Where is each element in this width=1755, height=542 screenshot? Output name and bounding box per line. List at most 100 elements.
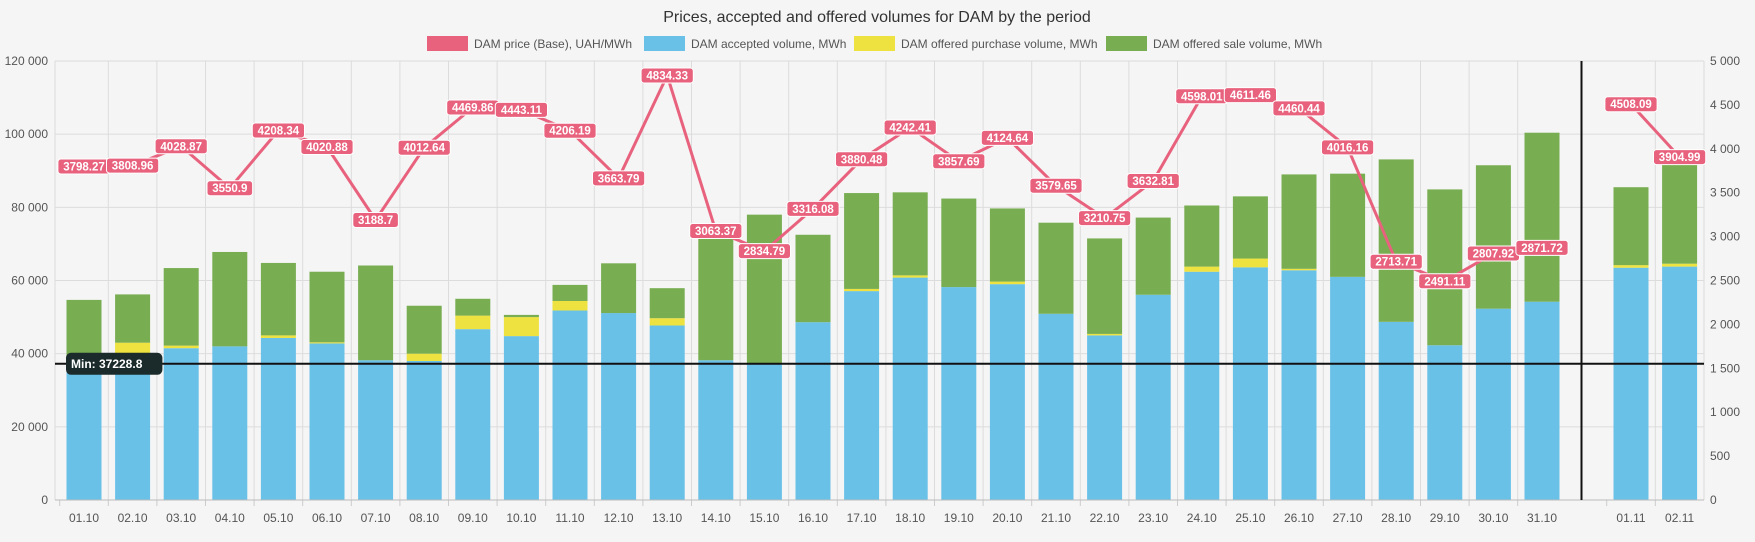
purchase-bar[interactable]: [260, 335, 296, 338]
purchase-bar[interactable]: [552, 300, 588, 311]
sale-bar[interactable]: [1038, 222, 1074, 314]
sale-bar[interactable]: [1232, 196, 1268, 259]
sale-bar[interactable]: [455, 298, 491, 316]
accepted-bar[interactable]: [503, 336, 539, 500]
sale-bar[interactable]: [163, 268, 199, 346]
accepted-bar[interactable]: [1087, 335, 1123, 500]
accepted-bar[interactable]: [163, 348, 199, 500]
legend-item[interactable]: DAM accepted volume, MWh: [644, 36, 846, 51]
purchase-bar[interactable]: [989, 281, 1025, 285]
accepted-bar[interactable]: [698, 360, 734, 500]
accepted-bar[interactable]: [1378, 321, 1414, 500]
sale-bar[interactable]: [1184, 205, 1220, 267]
price-line-path[interactable]: [1629, 103, 1681, 159]
accepted-bar[interactable]: [1281, 270, 1317, 500]
accepted-bar[interactable]: [455, 329, 491, 500]
sale-bar[interactable]: [1613, 187, 1649, 266]
purchase-bar[interactable]: [892, 275, 928, 278]
accepted-bar[interactable]: [309, 343, 345, 500]
sale-bar[interactable]: [1475, 165, 1511, 309]
sale-bar[interactable]: [795, 234, 831, 323]
accepted-bar[interactable]: [66, 363, 102, 500]
legend-label: DAM accepted volume, MWh: [691, 37, 846, 51]
sale-bar[interactable]: [1087, 238, 1123, 334]
accepted-bar[interactable]: [844, 291, 880, 500]
sale-bar[interactable]: [601, 263, 637, 314]
accepted-bar[interactable]: [212, 346, 248, 500]
accepted-bar[interactable]: [115, 359, 151, 500]
sale-bar[interactable]: [309, 271, 345, 343]
accepted-bar[interactable]: [941, 287, 977, 500]
price-data-label: 3063.37: [689, 223, 743, 240]
purchase-bar[interactable]: [1184, 266, 1220, 272]
legend[interactable]: DAM price (Base), UAH/MWh DAM accepted vo…: [427, 36, 1322, 51]
bars[interactable]: [66, 132, 1698, 500]
purchase-bar[interactable]: [844, 288, 880, 292]
sale-bar[interactable]: [1135, 217, 1171, 295]
purchase-bar[interactable]: [1662, 263, 1698, 267]
sale-bar[interactable]: [358, 265, 394, 361]
sale-bar[interactable]: [1330, 173, 1366, 277]
sale-bar[interactable]: [698, 235, 734, 361]
accepted-bar[interactable]: [358, 360, 394, 500]
accepted-bar[interactable]: [1427, 345, 1463, 500]
sale-bar[interactable]: [115, 294, 151, 343]
sale-bar[interactable]: [941, 198, 977, 288]
sale-bar[interactable]: [1662, 161, 1698, 264]
purchase-bar[interactable]: [503, 317, 539, 337]
y-right-tick-label: 500: [1710, 449, 1730, 463]
purchase-bar[interactable]: [1281, 268, 1317, 271]
sale-bar[interactable]: [260, 262, 296, 336]
sale-bar[interactable]: [746, 214, 782, 364]
legend-item[interactable]: DAM offered purchase volume, MWh: [854, 36, 1098, 51]
purchase-bar[interactable]: [406, 353, 442, 361]
purchase-bar[interactable]: [163, 345, 199, 349]
price-label-text: 3188.7: [358, 215, 393, 227]
sale-bar[interactable]: [1378, 159, 1414, 322]
accepted-bar[interactable]: [1330, 276, 1366, 500]
accepted-bar[interactable]: [260, 337, 296, 500]
purchase-bar[interactable]: [1087, 333, 1123, 336]
purchase-bar[interactable]: [649, 318, 685, 326]
price-data-label: 2713.71: [1369, 253, 1423, 270]
accepted-bar[interactable]: [1135, 294, 1171, 500]
sale-bar[interactable]: [1524, 132, 1560, 302]
accepted-bar[interactable]: [1613, 267, 1649, 500]
y-left-tick-label: 60 000: [11, 274, 48, 288]
sale-bar[interactable]: [503, 314, 539, 318]
sale-bar[interactable]: [552, 284, 588, 301]
sale-bar[interactable]: [1281, 174, 1317, 269]
price-data-label: 4020.88: [300, 138, 354, 155]
legend-item[interactable]: DAM price (Base), UAH/MWh: [427, 36, 632, 51]
accepted-bar[interactable]: [601, 313, 637, 500]
sale-bar[interactable]: [989, 208, 1025, 282]
price-label-text: 3316.08: [792, 204, 834, 216]
accepted-bar[interactable]: [1524, 301, 1560, 500]
accepted-bar[interactable]: [649, 325, 685, 500]
accepted-bar[interactable]: [406, 360, 442, 500]
sale-bar[interactable]: [892, 192, 928, 276]
sale-bar[interactable]: [1427, 189, 1463, 346]
accepted-bar[interactable]: [746, 363, 782, 500]
legend-item[interactable]: DAM offered sale volume, MWh: [1106, 36, 1322, 51]
accepted-bar[interactable]: [1184, 271, 1220, 500]
accepted-bar[interactable]: [892, 277, 928, 500]
accepted-bar[interactable]: [1662, 266, 1698, 500]
sale-bar[interactable]: [406, 305, 442, 354]
accepted-bar[interactable]: [795, 322, 831, 500]
purchase-bar[interactable]: [455, 315, 491, 330]
sale-bar[interactable]: [649, 288, 685, 319]
accepted-bar[interactable]: [552, 310, 588, 500]
accepted-bar[interactable]: [1038, 313, 1074, 500]
accepted-bar[interactable]: [1232, 267, 1268, 500]
sale-bar[interactable]: [212, 251, 248, 347]
sale-bar[interactable]: [844, 193, 880, 289]
purchase-bar[interactable]: [1232, 258, 1268, 268]
purchase-bar[interactable]: [309, 342, 345, 344]
accepted-bar[interactable]: [1475, 308, 1511, 500]
price-data-label: 3188.7: [352, 212, 399, 229]
x-tick-label: 25.10: [1235, 511, 1265, 525]
accepted-bar[interactable]: [989, 284, 1025, 500]
purchase-bar[interactable]: [1613, 265, 1649, 268]
x-tick-label: 23.10: [1138, 511, 1168, 525]
